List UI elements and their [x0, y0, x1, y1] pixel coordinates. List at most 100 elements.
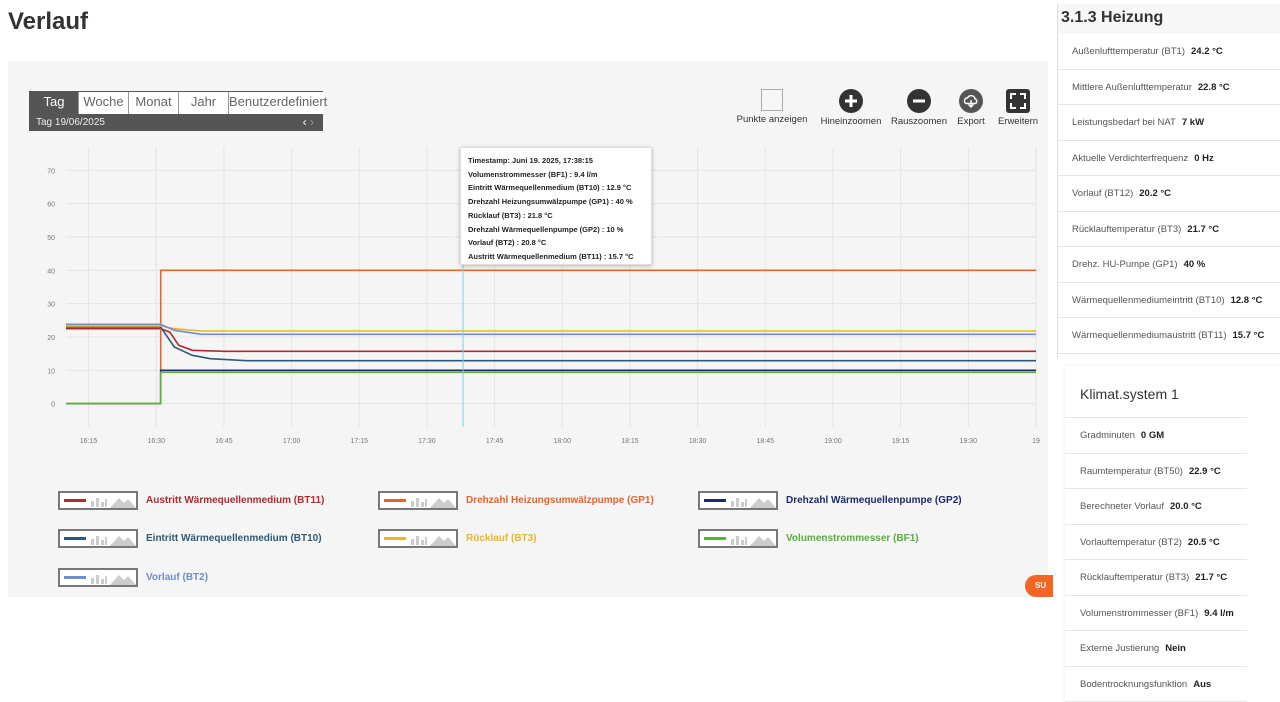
zoom-in-button[interactable]: Hineinzoomen: [816, 89, 886, 127]
period-label: Tag 19/06/2025 ‹ ›: [30, 114, 322, 131]
legend-item[interactable]: Drehzahl Wärmequellenpumpe (GP2): [698, 490, 962, 510]
heizung-row: Wärmequellenmediumaustritt (BT11) 15.7 °C: [1058, 318, 1280, 354]
heizung-row: Wärmequellenmediumeintritt (BT10) 12.8 °C: [1058, 283, 1280, 318]
bar-chart-icon: [411, 497, 427, 507]
heizung-label: Vorlauf (BT12): [1072, 188, 1134, 199]
plus-circle-icon: [839, 89, 863, 113]
heizung-label: Drehz. HU-Pumpe (GP1): [1072, 259, 1178, 270]
klimat-value: 0 GM: [1140, 430, 1165, 441]
cloud-download-icon: [959, 89, 983, 113]
heizung-row: Leistungsbedarf bei NAT 7 kW: [1058, 105, 1280, 141]
tab-woche[interactable]: Woche: [78, 92, 128, 114]
chevron-right-icon[interactable]: ›: [310, 115, 314, 129]
legend-label: Austritt Wärmequellenmedium (BT11): [146, 494, 325, 506]
show-points-toggle[interactable]: Punkte anzeigen: [735, 89, 809, 125]
legend-line-icon: [704, 536, 726, 540]
series-line-4: [66, 326, 1036, 362]
tooltip-line: Eintritt Wärmequellenmedium (BT10) : 12.…: [468, 183, 632, 193]
klimat-value: Aus: [1193, 678, 1212, 690]
tooltip-line: Drehzahl Wärmequellenpumpe (GP2) : 10 %: [468, 224, 624, 234]
klimat-card: Klimat.system 1 Gradminuten 0 GM Raumtempe…: [1065, 366, 1280, 702]
tab-tag[interactable]: Tag: [30, 92, 78, 114]
klimat-value: Nein: [1165, 643, 1186, 654]
legend-item[interactable]: Austritt Wärmequellenmedium (BT11): [58, 490, 324, 510]
heizung-label: Leistungsbedarf bei NAT: [1072, 117, 1176, 128]
minus-circle-icon: [907, 89, 931, 113]
klimat-value: 20.0 °C: [1169, 501, 1202, 512]
series-line-1: [66, 327, 1036, 353]
tooltip-line: Vorlauf (BT2) : 20.8 °C: [468, 238, 547, 248]
klimat-value: 9.4 l/m: [1204, 607, 1234, 619]
x-tick-label: 19: [1032, 438, 1040, 445]
klimat-row: Bodentrocknungsfunktion Aus: [1065, 667, 1247, 702]
legend-item[interactable]: Volumenstrommesser (BF1): [698, 528, 919, 548]
x-tick-label: 17:45: [486, 438, 504, 445]
klimat-title: Klimat.system 1: [1065, 366, 1247, 418]
klimat-row: Gradminuten 0 GM: [1065, 418, 1247, 454]
area-chart-icon: [110, 535, 136, 546]
heizung-row: Mittlere Außenlufttemperatur 22.8 °C: [1058, 70, 1280, 105]
heizung-row: Aktuelle Verdichterfrequenz 0 Hz: [1058, 141, 1280, 176]
bar-chart-icon: [91, 497, 107, 507]
klimat-label: Externe Justierung: [1080, 643, 1160, 654]
points-checkbox[interactable]: [761, 89, 783, 111]
y-tick-label: 20: [47, 335, 55, 342]
export-label: Export: [957, 116, 985, 127]
page-title: Verlauf: [8, 8, 89, 35]
zoom-out-button[interactable]: Rauszoomen: [888, 89, 950, 127]
tooltip-timestamp: Timestamp: Juni 19. 2025, 17:38:15: [468, 156, 593, 165]
legend-label: Vorlauf (BT2): [146, 571, 209, 583]
heizung-row: Vorlauf (BT12) 20.2 °C: [1058, 176, 1280, 212]
x-tick-label: 18:45: [757, 438, 775, 445]
legend-swatch: [378, 528, 458, 548]
heizung-value: 7 kW: [1181, 117, 1205, 128]
x-tick-label: 16:45: [215, 438, 233, 445]
klimat-row: Vorlauftemperatur (BT2) 20.5 °C: [1065, 525, 1247, 560]
heizung-row: Rücklauftemperatur (BT3) 21.7 °C: [1058, 212, 1280, 247]
series-line-6: [66, 371, 1036, 405]
x-tick-label: 19:30: [960, 438, 978, 445]
legend-item[interactable]: Rücklauf (BT3): [378, 528, 537, 548]
klimat-value: 21.7 °C: [1195, 572, 1228, 583]
legend-item[interactable]: Eintritt Wärmequellenmedium (BT10): [58, 528, 322, 548]
heizung-label: Wärmequellenmediumaustritt (BT11): [1072, 330, 1227, 341]
heizung-value: 20.2 °C: [1139, 188, 1172, 199]
expand-label: Erweitern: [997, 116, 1039, 127]
heizung-row: Außenlufttemperatur (BT1) 24.2 °C: [1058, 34, 1280, 70]
legend-swatch: [698, 490, 778, 510]
period-date: Tag 19/06/2025: [36, 117, 105, 128]
zoom-in-label: Hineinzoomen: [820, 116, 882, 127]
export-button[interactable]: Export: [954, 89, 988, 127]
x-tick-label: 17:30: [418, 438, 436, 445]
bar-chart-icon: [731, 497, 747, 507]
tab-monat[interactable]: Monat: [128, 92, 178, 114]
chevron-left-icon[interactable]: ‹: [302, 115, 307, 129]
series-line-5: [66, 325, 1036, 332]
tab-benutzerdefiniert[interactable]: Benutzerdefiniert: [228, 92, 327, 114]
klimat-label: Gradminuten: [1080, 430, 1135, 441]
support-button[interactable]: SU: [1025, 575, 1053, 597]
klimat-label: Berechneter Vorlauf: [1080, 501, 1164, 512]
legend-swatch: [58, 528, 138, 548]
area-chart-icon: [430, 497, 456, 508]
bar-chart-icon: [731, 535, 747, 545]
expand-button[interactable]: Erweitern: [994, 89, 1042, 127]
klimat-row: Externe Justierung Nein: [1065, 631, 1247, 667]
legend-label: Drehzahl Heizungsumwälzpumpe (GP1): [466, 494, 654, 506]
klimat-row: Raumtemperatur (BT50) 22.9 °C: [1065, 454, 1247, 489]
legend-label: Rücklauf (BT3): [466, 532, 537, 544]
chart-tooltip: Timestamp: Juni 19. 2025, 17:38:15 Volume…: [460, 147, 652, 265]
bar-chart-icon: [91, 535, 107, 545]
bar-chart-icon: [91, 574, 107, 584]
x-tick-label: 17:15: [350, 438, 368, 445]
legend-item[interactable]: Vorlauf (BT2): [58, 567, 208, 587]
legend-item[interactable]: Drehzahl Heizungsumwälzpumpe (GP1): [378, 490, 654, 510]
klimat-label: Vorlauftemperatur (BT2): [1080, 536, 1182, 548]
area-chart-icon: [110, 497, 136, 508]
tooltip-line: Drehzahl Heizungsumwälzpumpe (GP1) : 40 …: [468, 197, 633, 207]
legend-line-icon: [64, 498, 86, 502]
tab-jahr[interactable]: Jahr: [178, 92, 228, 114]
tooltip-line: Rücklauf (BT3) : 21.8 °C: [468, 210, 553, 220]
legend-line-icon: [704, 498, 726, 502]
y-tick-label: 60: [47, 202, 55, 209]
